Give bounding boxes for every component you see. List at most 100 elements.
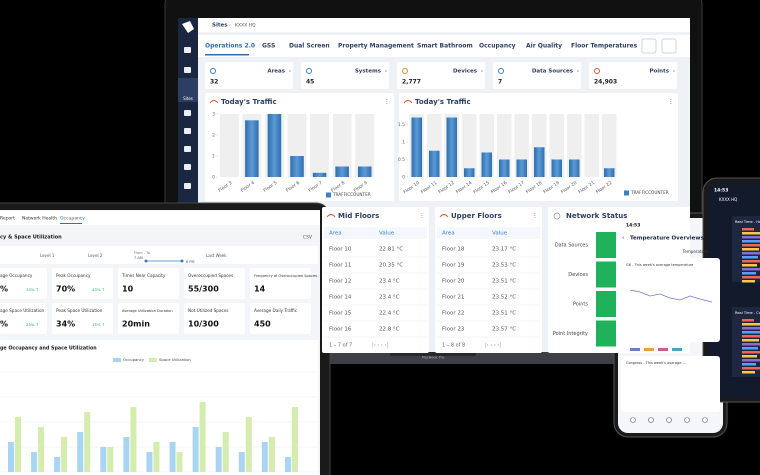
kpi-label: age Space Utilization xyxy=(0,308,45,313)
tab[interactable]: Floor Temperatures xyxy=(571,43,638,50)
panel-icon xyxy=(553,212,561,220)
logo xyxy=(182,21,194,33)
sidebar-icon xyxy=(184,164,191,170)
tab[interactable]: Network Health xyxy=(22,216,57,222)
heat-row xyxy=(742,335,760,338)
bar xyxy=(290,156,304,177)
table-header xyxy=(324,227,427,239)
tab[interactable]: GSS xyxy=(262,43,275,50)
bar-background xyxy=(584,114,600,177)
kpi-card xyxy=(250,268,311,299)
tab[interactable]: Occupancy xyxy=(60,216,85,222)
filter: 6 PM xyxy=(186,260,194,264)
tab[interactable]: Property Management xyxy=(338,43,414,50)
stat-label: Devices xyxy=(453,69,478,75)
bar xyxy=(481,152,492,177)
cell: 23.51 °C xyxy=(492,311,516,317)
nav-icon[interactable] xyxy=(630,417,636,423)
tab[interactable]: Air Quality xyxy=(526,43,562,50)
tab[interactable]: Smart Bathroom xyxy=(417,43,473,50)
bar xyxy=(446,117,457,177)
tab[interactable]: Occupancy xyxy=(479,43,516,50)
kpi-card xyxy=(250,303,311,334)
bar xyxy=(77,432,84,472)
heat-row xyxy=(742,264,757,267)
bar xyxy=(291,407,298,472)
filter[interactable]: Last Week xyxy=(206,253,227,258)
bar-background xyxy=(355,114,375,177)
tab[interactable]: Operations 2.0 xyxy=(205,43,255,50)
dropdown[interactable]: Temperature xyxy=(682,249,709,254)
cell: 22.4 °C xyxy=(379,311,400,317)
stat-card xyxy=(397,62,485,89)
cell: 23.57 °C xyxy=(492,327,516,333)
back[interactable]: ‹ xyxy=(622,235,624,242)
bar xyxy=(245,417,252,472)
range-handle[interactable] xyxy=(144,259,148,263)
chart-card xyxy=(621,258,720,342)
kpi-label: Overoccupied Spaces xyxy=(188,273,233,278)
nav-icon[interactable] xyxy=(684,417,690,423)
bar xyxy=(261,442,268,472)
stat-card xyxy=(205,62,293,89)
phone-ui: 14:53‹ Temperature Overviews Temperature G6… xyxy=(621,223,720,423)
stat-icon xyxy=(402,68,408,74)
stat-value: 24,903 xyxy=(594,79,617,86)
cell: 23.4 °C xyxy=(379,295,400,301)
cell: 23.17 °C xyxy=(492,247,516,253)
bar xyxy=(176,452,183,472)
heat-row xyxy=(742,339,759,342)
filter[interactable]: Level 2 xyxy=(88,253,103,258)
filter[interactable]: Level 1 xyxy=(40,253,55,258)
bar xyxy=(84,412,91,472)
stat-label: Systems xyxy=(355,69,382,75)
legend-swatch xyxy=(326,192,331,198)
sidebar-active xyxy=(178,78,198,102)
site: KXXX HQ xyxy=(719,197,737,202)
stat-icon xyxy=(594,68,600,74)
pager[interactable]: |‹ ‹ › ›| xyxy=(372,343,388,349)
bar xyxy=(284,457,291,472)
bar xyxy=(199,402,206,472)
status-time: 14:53 xyxy=(626,223,640,229)
heat-row xyxy=(742,355,757,358)
pager[interactable]: |‹ ‹ › ›| xyxy=(485,343,501,349)
cell: 23.52 °C xyxy=(492,295,516,301)
kpi-value: 70% xyxy=(56,285,75,294)
status-label: Points xyxy=(573,302,588,308)
tab[interactable]: Report xyxy=(0,216,15,222)
nav-icon[interactable] xyxy=(702,417,708,423)
panel xyxy=(732,307,760,377)
heat-row xyxy=(742,359,760,362)
export[interactable]: CSV xyxy=(303,235,313,241)
status-label: Point Integrity xyxy=(553,331,588,337)
cell: 22.8 °C xyxy=(379,327,400,333)
nav-icon[interactable] xyxy=(648,417,654,423)
cell: Floor 12 xyxy=(329,279,351,285)
heat-row xyxy=(742,228,754,231)
heat-row xyxy=(742,244,760,247)
bar-background xyxy=(332,114,352,177)
panel xyxy=(435,207,542,353)
cell: Floor 23 xyxy=(442,327,465,333)
bar-background xyxy=(461,114,477,177)
heat-row xyxy=(742,252,760,255)
kpi-badge: 15% ↑ xyxy=(92,322,105,327)
panel-menu: ⋮ xyxy=(532,213,538,220)
stat-chevron: › xyxy=(385,69,387,75)
range-handle[interactable] xyxy=(180,259,184,263)
stat-icon xyxy=(306,68,312,74)
tab-button[interactable] xyxy=(661,38,677,54)
kpi-card xyxy=(118,268,179,299)
tab-button[interactable] xyxy=(641,38,657,54)
status-time: 14:53 xyxy=(714,188,728,194)
column-header: Area xyxy=(329,231,342,237)
y-tick-label: 0.5 xyxy=(398,157,405,163)
bar xyxy=(107,447,114,472)
nav-icon[interactable] xyxy=(666,417,672,423)
tab[interactable]: Dual Screen xyxy=(289,43,330,50)
bar xyxy=(146,452,153,472)
bar xyxy=(130,407,137,472)
table-header xyxy=(437,227,540,239)
